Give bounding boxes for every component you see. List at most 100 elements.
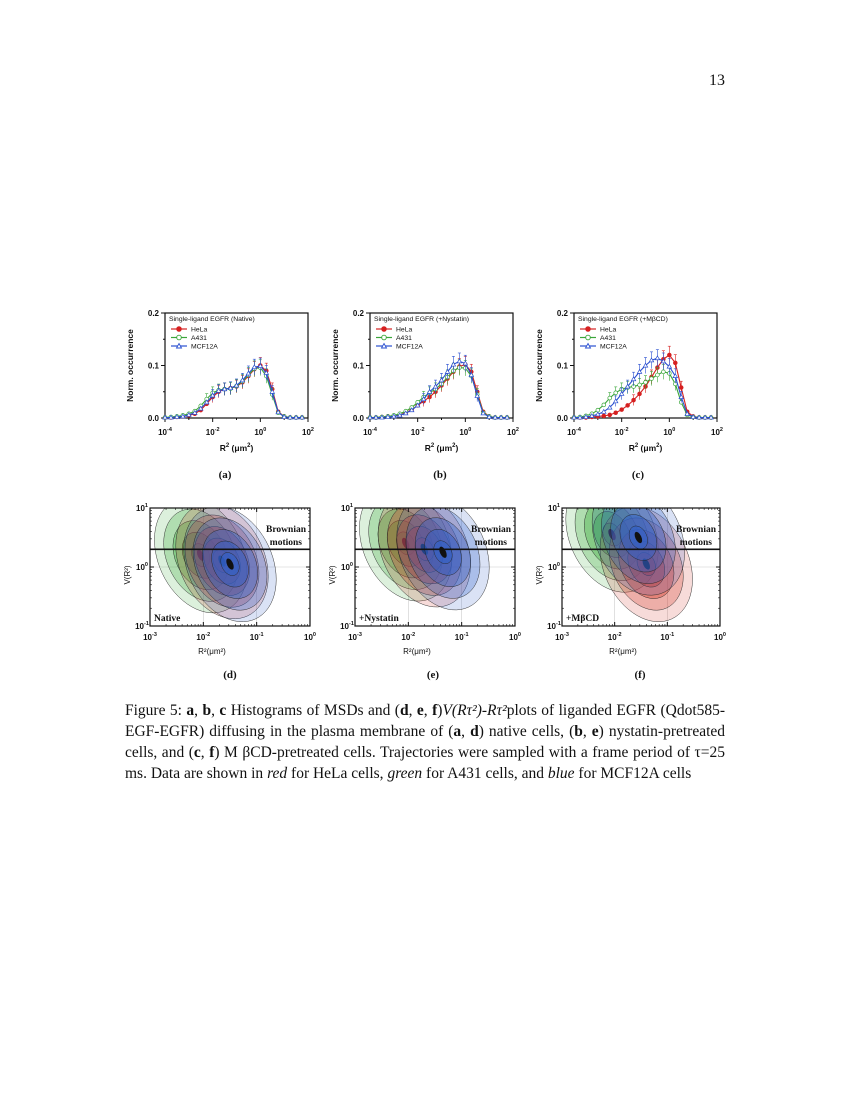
x-tick-label: 100	[714, 632, 726, 642]
x-axis-label: R²(μm²)	[403, 647, 431, 656]
histogram-title: Single-ligand EGFR (Native)	[169, 316, 255, 323]
legend-marker	[584, 342, 592, 349]
data-point	[287, 414, 293, 420]
data-point	[486, 414, 492, 419]
data-point	[233, 382, 240, 388]
x-tick-label: 10-2	[615, 427, 629, 437]
data-point	[275, 409, 282, 415]
y-axis-label: V(R²)	[535, 565, 544, 584]
data-point	[379, 414, 385, 420]
x-tick-label: 100	[254, 427, 266, 437]
brownian-label-2: motions	[680, 538, 713, 548]
data-point	[251, 364, 258, 370]
data-point	[601, 402, 607, 408]
y-axis-label: Norm. occurrence	[330, 329, 340, 402]
legend-label: MCF12A	[191, 344, 218, 351]
x-axis-label: R2 (μm2)	[220, 443, 254, 453]
data-point	[498, 414, 504, 420]
data-point	[269, 388, 276, 394]
data-point	[690, 414, 696, 419]
data-point	[385, 414, 391, 419]
data-point	[577, 414, 583, 420]
data-point	[293, 414, 299, 420]
y-tick-label: 0.2	[148, 309, 160, 318]
data-point	[504, 414, 510, 420]
brownian-label-1: Brownian	[266, 525, 307, 535]
data-point	[191, 409, 198, 415]
data-point	[571, 414, 577, 420]
data-point	[468, 372, 475, 377]
data-point	[474, 393, 481, 398]
data-point	[438, 377, 445, 383]
legend-marker	[380, 342, 388, 349]
condition-label: Native	[154, 614, 180, 624]
y-tick-label: 101	[341, 503, 353, 513]
data-point	[583, 414, 589, 419]
x-tick-label: 10-3	[143, 632, 157, 642]
y-tick-label: 0.2	[353, 309, 365, 318]
x-tick-label: 100	[459, 427, 471, 437]
contour-peak	[226, 558, 234, 570]
y-tick-label: 10-1	[135, 621, 149, 631]
brownian-label-1: Brownian	[676, 525, 717, 535]
data-point	[215, 387, 222, 393]
data-point	[227, 385, 234, 391]
y-axis-label: V(R²)	[328, 565, 337, 584]
x-tick-label: 102	[302, 427, 314, 437]
y-tick-label: 0.0	[557, 414, 569, 423]
data-point	[618, 390, 625, 396]
data-point	[257, 363, 264, 368]
x-tick-label: 10-4	[363, 427, 378, 437]
data-point	[426, 388, 433, 394]
panel-label: (c)	[632, 469, 645, 481]
data-point	[299, 414, 305, 420]
x-tick-label: 100	[509, 632, 521, 642]
data-point	[456, 358, 463, 364]
y-tick-label: 100	[548, 562, 560, 572]
y-axis-label: V(R²)	[123, 565, 132, 584]
data-point	[708, 414, 714, 420]
data-point	[612, 398, 619, 404]
y-tick-label: 0.1	[148, 362, 160, 371]
x-axis-label: R2 (μm2)	[629, 443, 663, 453]
data-point	[643, 380, 648, 385]
caption-math: V(Rτ²)-Rτ²	[442, 702, 507, 719]
y-tick-label: 10-1	[340, 621, 354, 631]
data-point	[684, 410, 691, 416]
data-point	[281, 414, 287, 419]
data-point	[391, 413, 397, 419]
page-number: 13	[709, 72, 725, 89]
data-point	[432, 383, 439, 389]
data-point	[637, 382, 642, 388]
x-tick-label: 10-1	[660, 632, 674, 642]
legend-marker	[176, 334, 182, 341]
data-point	[672, 373, 679, 378]
y-tick-label: 10-1	[547, 621, 561, 631]
x-tick-label: 10-4	[158, 427, 173, 437]
data-point	[367, 414, 373, 420]
x-tick-label: 10-4	[567, 427, 582, 437]
data-point	[396, 412, 403, 418]
legend-label: HeLa	[396, 327, 412, 334]
series-line-hela	[574, 354, 711, 419]
data-point	[589, 413, 595, 418]
data-point	[678, 385, 684, 390]
data-point	[444, 368, 451, 374]
data-point	[649, 376, 654, 381]
x-tick-label: 10-2	[608, 632, 622, 642]
data-point	[480, 410, 487, 416]
panel-label: (f)	[635, 669, 646, 681]
histogram-title: Single-ligand EGFR (+Nystatin)	[374, 316, 469, 323]
data-point	[696, 414, 702, 420]
data-point	[630, 376, 637, 382]
x-tick-label: 10-3	[555, 632, 569, 642]
legend-label: MCF12A	[600, 344, 627, 351]
condition-label: +MβCD	[566, 614, 599, 624]
data-point	[221, 386, 228, 392]
series-line-hela	[165, 364, 302, 419]
condition-label: +Nystatin	[359, 614, 399, 624]
x-tick-label: 102	[507, 427, 519, 437]
data-point	[408, 407, 415, 413]
x-axis-label: R²(μm²)	[609, 647, 637, 656]
x-tick-label: 10-2	[411, 427, 425, 437]
